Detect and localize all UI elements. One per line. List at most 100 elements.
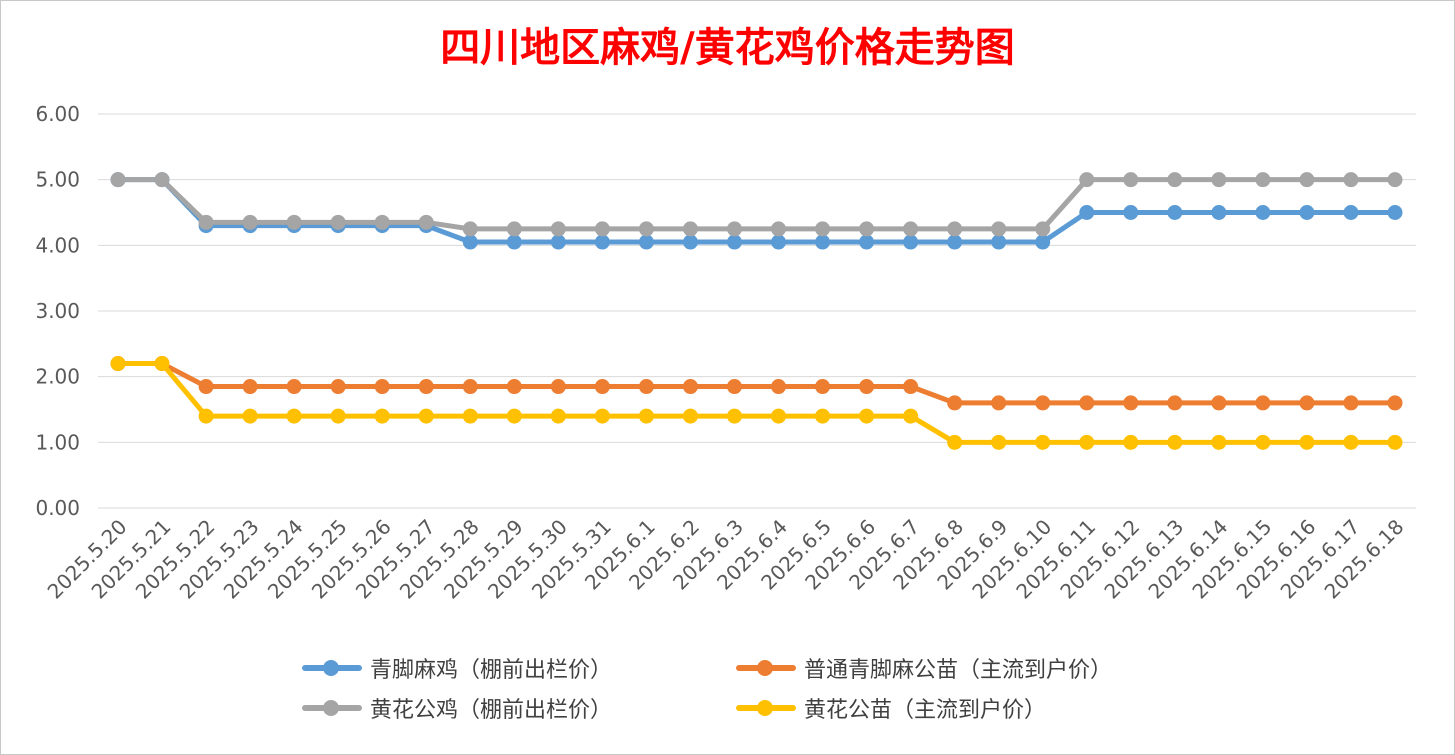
legend-swatch bbox=[734, 650, 798, 686]
legend-swatch bbox=[300, 690, 364, 726]
legend-item-series-3[interactable]: 黄花公苗（主流到户价） bbox=[734, 690, 1046, 726]
data-point bbox=[1211, 172, 1227, 188]
data-point bbox=[682, 221, 698, 237]
data-point bbox=[1299, 172, 1315, 188]
data-point bbox=[947, 221, 963, 237]
data-point bbox=[242, 379, 258, 395]
legend-marker bbox=[757, 660, 773, 676]
data-point bbox=[550, 221, 566, 237]
data-point bbox=[947, 395, 963, 411]
data-point bbox=[594, 234, 610, 250]
data-point bbox=[859, 408, 875, 424]
data-point bbox=[682, 234, 698, 250]
x-axis-tick-labels: 2025.5.202025.5.212025.5.222025.5.232025… bbox=[43, 515, 1409, 604]
y-tick-label: 6.00 bbox=[35, 102, 80, 126]
data-point bbox=[198, 214, 214, 230]
data-point bbox=[1387, 395, 1403, 411]
data-point bbox=[903, 234, 919, 250]
data-point bbox=[1167, 205, 1183, 220]
data-point bbox=[771, 234, 787, 250]
data-point bbox=[1343, 434, 1359, 450]
data-point bbox=[418, 408, 434, 424]
legend-label: 青脚麻鸡（棚前出栏价） bbox=[370, 658, 613, 683]
data-point bbox=[726, 221, 742, 237]
data-point bbox=[286, 408, 302, 424]
data-point bbox=[638, 234, 654, 250]
data-point bbox=[947, 234, 963, 250]
data-point bbox=[1211, 395, 1227, 411]
y-tick-label: 2.00 bbox=[35, 365, 80, 389]
data-point bbox=[154, 172, 170, 188]
data-point bbox=[462, 221, 478, 237]
legend-marker bbox=[323, 660, 339, 676]
legend-marker bbox=[323, 700, 339, 716]
data-point bbox=[771, 221, 787, 237]
data-point bbox=[242, 214, 258, 230]
data-point bbox=[462, 379, 478, 395]
data-point bbox=[462, 408, 478, 424]
data-point bbox=[638, 221, 654, 237]
data-point bbox=[286, 379, 302, 395]
data-point bbox=[771, 408, 787, 424]
data-point bbox=[1255, 434, 1271, 450]
data-point bbox=[991, 234, 1007, 250]
data-point bbox=[1211, 434, 1227, 450]
data-point bbox=[903, 221, 919, 237]
data-point bbox=[682, 408, 698, 424]
data-point bbox=[462, 234, 478, 250]
data-point bbox=[903, 379, 919, 395]
data-point bbox=[771, 379, 787, 395]
data-point bbox=[1343, 395, 1359, 411]
data-point bbox=[991, 221, 1007, 237]
legend-label: 黄花公苗（主流到户价） bbox=[804, 698, 1047, 723]
data-point bbox=[506, 379, 522, 395]
data-point bbox=[1255, 395, 1271, 411]
data-point bbox=[726, 234, 742, 250]
legend-item-series-1[interactable]: 普通青脚麻公苗（主流到户价） bbox=[734, 650, 1112, 686]
data-point bbox=[1387, 172, 1403, 188]
legend-swatch bbox=[300, 650, 364, 686]
data-point bbox=[1343, 172, 1359, 188]
data-point bbox=[594, 408, 610, 424]
data-point bbox=[1123, 395, 1139, 411]
data-point bbox=[859, 221, 875, 237]
data-point bbox=[815, 221, 831, 237]
data-point bbox=[418, 379, 434, 395]
legend-label: 普通青脚麻公苗（主流到户价） bbox=[804, 658, 1113, 683]
data-point bbox=[506, 221, 522, 237]
data-point bbox=[374, 214, 390, 230]
data-point bbox=[1035, 234, 1051, 250]
data-point bbox=[1299, 205, 1315, 220]
data-point bbox=[947, 434, 963, 450]
data-point bbox=[1343, 205, 1359, 220]
data-point bbox=[154, 356, 170, 372]
legend-label: 黄花公鸡（棚前出栏价） bbox=[370, 698, 613, 723]
data-point bbox=[991, 434, 1007, 450]
data-point bbox=[1079, 205, 1095, 220]
data-point bbox=[1079, 395, 1095, 411]
data-point bbox=[1167, 434, 1183, 450]
y-tick-label: 4.00 bbox=[35, 233, 80, 257]
data-point bbox=[110, 172, 126, 188]
data-point bbox=[815, 408, 831, 424]
legend-item-series-2[interactable]: 黄花公鸡（棚前出栏价） bbox=[300, 690, 612, 726]
y-tick-label: 3.00 bbox=[35, 299, 80, 323]
series-line-1 bbox=[115, 361, 1398, 406]
data-point bbox=[1299, 395, 1315, 411]
data-point bbox=[1299, 434, 1315, 450]
data-point bbox=[418, 214, 434, 230]
data-point bbox=[110, 356, 126, 372]
data-point bbox=[1079, 434, 1095, 450]
data-point bbox=[638, 379, 654, 395]
chart-title: 四川地区麻鸡/黄花鸡价格走势图 bbox=[440, 24, 1015, 71]
data-point bbox=[726, 379, 742, 395]
data-point bbox=[1123, 205, 1139, 220]
legend-item-series-0[interactable]: 青脚麻鸡（棚前出栏价） bbox=[300, 650, 612, 686]
data-point bbox=[815, 379, 831, 395]
data-point bbox=[682, 379, 698, 395]
data-point bbox=[1387, 205, 1403, 220]
series-line-0 bbox=[115, 177, 1398, 245]
data-point bbox=[859, 234, 875, 250]
data-point bbox=[1123, 172, 1139, 188]
